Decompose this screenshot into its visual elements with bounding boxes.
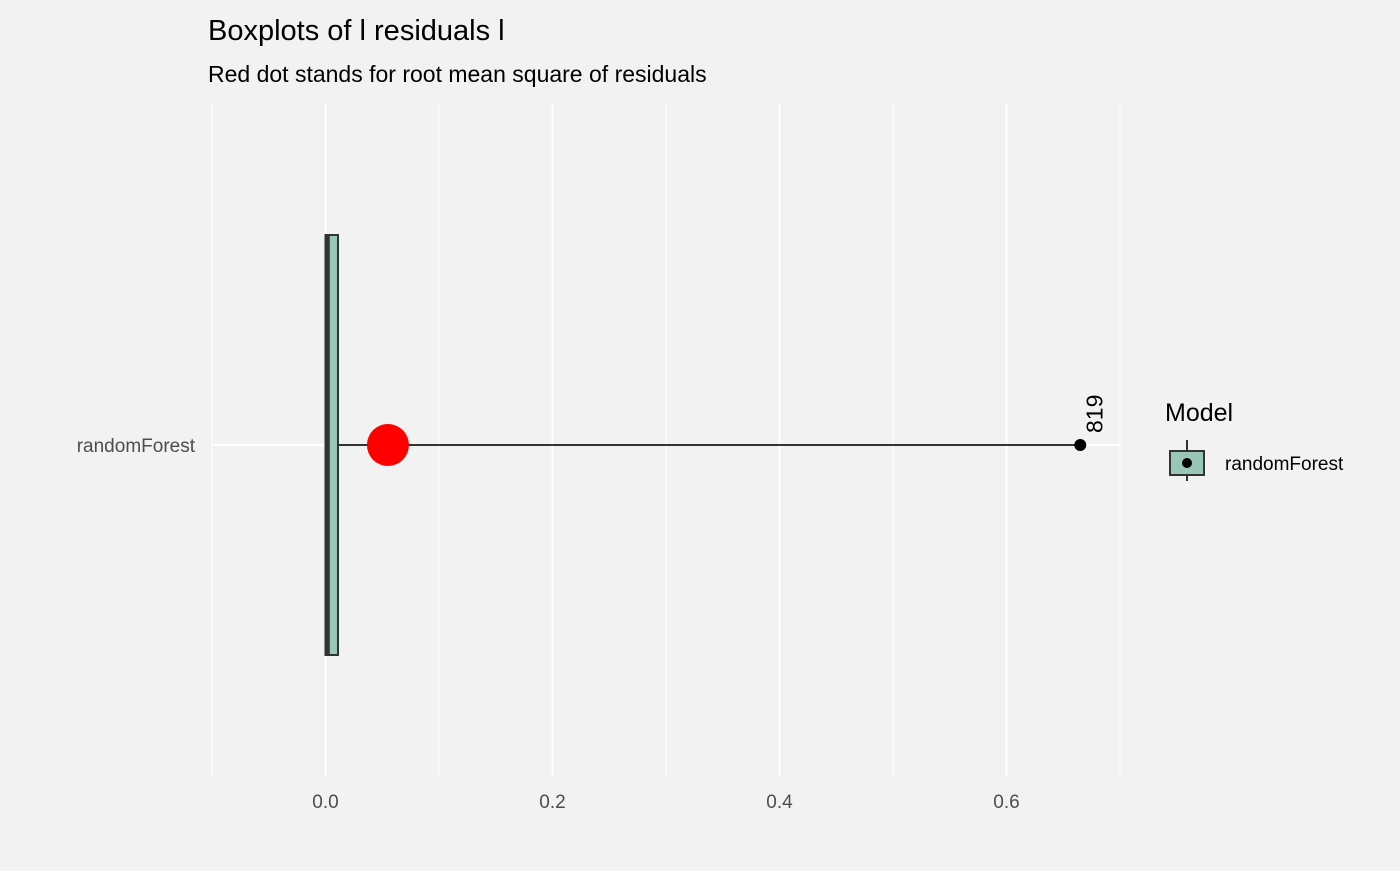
chart-subtitle: Red dot stands for root mean square of r… bbox=[208, 61, 707, 87]
x-tick-label: 0.2 bbox=[539, 792, 565, 813]
axis-layer: 0.0 0.2 0.4 0.6 randomForest bbox=[77, 436, 1020, 813]
chart-title: Boxplots of l residuals l bbox=[208, 15, 505, 47]
legend-key-dot bbox=[1182, 458, 1192, 468]
rms-point bbox=[366, 424, 409, 466]
x-tick-label: 0.4 bbox=[766, 792, 793, 813]
outlier-label: 819 bbox=[1081, 395, 1107, 433]
x-tick-label: 0.6 bbox=[993, 792, 1019, 813]
legend: Model randomForest bbox=[1165, 399, 1344, 481]
y-tick-label: randomForest bbox=[77, 436, 196, 457]
legend-title: Model bbox=[1165, 399, 1233, 427]
outlier-point bbox=[1074, 439, 1087, 451]
x-tick-label: 0.0 bbox=[312, 792, 338, 813]
legend-key-box bbox=[1169, 450, 1205, 476]
marks-layer: 819 bbox=[324, 234, 1107, 656]
legend-label: randomForest bbox=[1225, 454, 1344, 475]
